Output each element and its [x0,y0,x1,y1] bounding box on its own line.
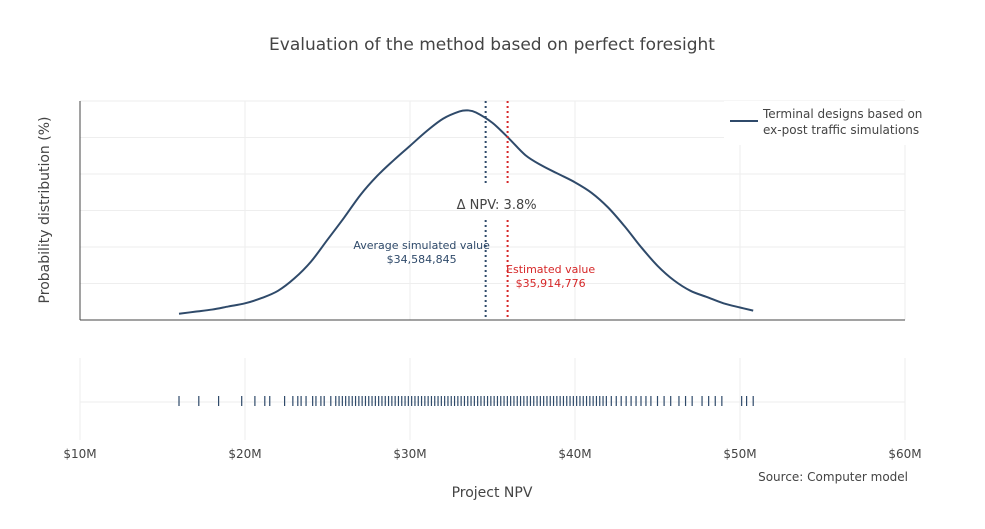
tick-layer: $10M $20M $30M $40M $50M $60M [63,447,921,461]
x-tick-label: $50M [723,447,756,461]
average-label-line: Average simulated value [353,239,490,252]
legend-label: Terminal designs based on [762,107,922,121]
x-tick-label: $10M [63,447,96,461]
legend[interactable]: Terminal designs based on ex-post traffic… [724,101,922,145]
estimate-label-line: Estimated value [506,263,595,276]
x-tick-label: $60M [888,447,921,461]
delta-npv-label: Δ NPV: 3.8% [457,198,537,213]
vline-layer: Δ NPV: 3.8% Average simulated value$34,58… [353,101,595,320]
x-tick-label: $40M [558,447,591,461]
chart-title: Evaluation of the method based on perfec… [269,35,715,55]
average-label-line: $34,584,845 [387,253,457,266]
estimate-label-line: $35,914,776 [516,277,586,290]
x-tick-label: $30M [393,447,426,461]
grid-layer [79,100,906,440]
x-axis-label: Project NPV [452,485,533,501]
rug-layer [178,396,754,406]
axes-layer [79,101,905,321]
legend-label: ex-post traffic simulations [763,123,919,137]
series-layer [178,109,754,315]
y-axis-label: Probability distribution (%) [37,117,53,304]
legend-box [724,101,920,145]
x-tick-label: $20M [228,447,261,461]
source-label: Source: Computer model [758,470,908,484]
series-line [178,109,754,315]
